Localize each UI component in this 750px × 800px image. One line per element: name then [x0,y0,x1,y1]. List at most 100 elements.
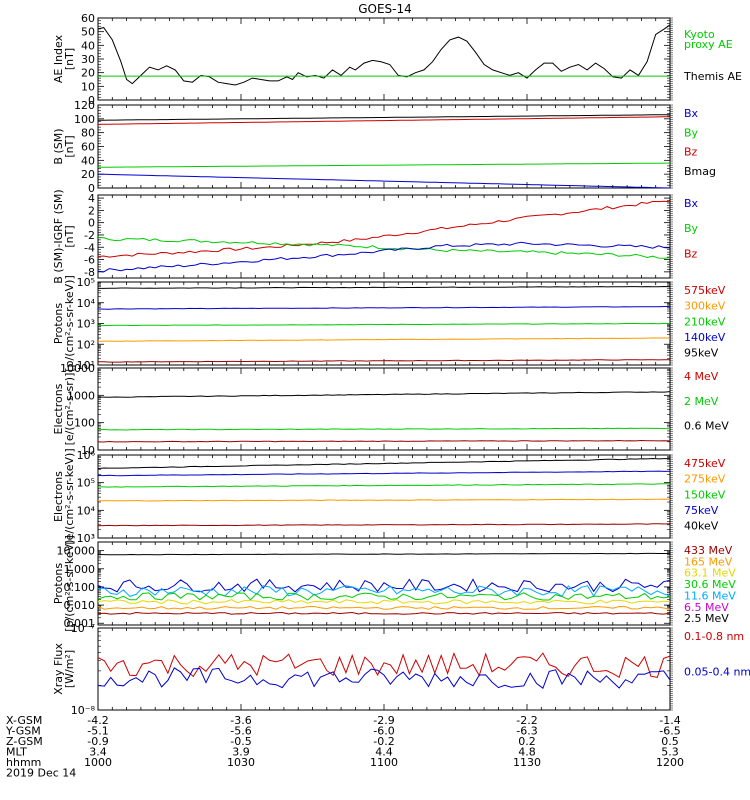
panel-electrons_kev: 10³ 10⁴ 10⁵ 10⁶ Electrons[e/(cm²-s-sr-keV)] 4… [52,448,726,545]
y-axis-label: Protons [52,563,65,604]
y-axis-label: Protons [52,303,65,344]
legend-entry: By [684,126,699,139]
ephemeris-row-label: Z-GSM [6,735,43,748]
series-line-blue [97,241,671,273]
ephemeris-value: -6.0 [373,725,394,738]
legend-entry: 150keV [684,488,726,501]
y-tick-label: 20 [81,67,95,80]
legend-entry: 40keV [684,520,719,533]
series-line-green [97,427,670,431]
y-axis-label: Electrons [52,471,65,522]
y-tick-label: 1000 [67,389,95,402]
legend-entry: 575keV [684,284,726,297]
y-tick-label: 20 [81,168,95,181]
panel-xray: 10⁻⁸ 10⁻⁷ Xray Flux[W/m²] 0.1-0.8 nm 0.05-0.… [52,622,750,717]
y-tick-label: -6 [84,254,95,267]
y-tick-label: 60 [81,12,95,25]
series-line-black [97,24,671,86]
series-line-blue [97,173,671,189]
y-tick-label: -2 [84,229,95,242]
ephemeris-row-label: X-GSM [6,714,42,727]
ephemeris-value: -6.5 [659,725,680,738]
series-line-blue [97,578,671,593]
y-tick-label: 10⁴ [77,297,96,310]
y-axis-label: B (SM) [52,128,65,164]
legend-entry: 6.5 MeV [684,601,729,614]
ephemeris-value: 1200 [656,756,684,769]
legend-entry: 0.05-0.4 nm [684,666,750,679]
series-line-green [98,483,670,488]
ephemeris-value: 0.2 [518,735,536,748]
legend-entry: 300keV [684,300,726,313]
panel-electrons_mev: 10 100 1000 10000 Electrons[e/(cm²-s-sr)] 4 M… [52,362,729,457]
series-line-darkred [97,439,671,443]
y-tick-label: 0.100 [64,581,96,594]
series-line-blue [97,305,671,310]
y-tick-label: -4 [84,241,95,254]
ephemeris-value: -5.6 [230,725,251,738]
ephemeris-value: 3.4 [89,746,107,759]
y-axis-label: [W/m²] [63,650,76,688]
legend-entry: 4 MeV [684,370,719,383]
legend-entry: By [684,222,699,235]
y-tick-label: 10 [81,80,95,93]
series-line-darkred [97,611,671,615]
y-tick-label: 80 [81,127,95,140]
plot-title: GOES-14 [358,2,412,16]
series-line-cyan [97,585,671,597]
y-tick-label: 10¹ [77,359,95,372]
legend-entry: 11.6 MeV [684,589,736,602]
legend-entry: Bmag [684,165,716,178]
y-tick-label: 0.001 [64,617,96,630]
y-tick-label: 0 [88,182,95,195]
legend-entry: 275keV [684,473,726,486]
series-line-red [97,116,670,125]
ephemeris-row-label: MLT [6,746,27,759]
y-tick-label: 10 [81,444,95,457]
ephemeris-date: 2019 Dec 14 [6,767,76,780]
ephemeris-table: X-GSM -4.2 -3.6 -2.9 -2.2 -1.4 Y-GSM -5.1 -5.6 -6… [5,714,684,780]
y-axis-label: [nT] [63,225,76,247]
y-axis-label: Electrons [52,383,65,434]
y-tick-label: 10³ [77,318,95,331]
panel-protons_low: 10¹ 10² 10³ 10⁴ 10⁵ Protons[p/(cm²-s-sr-keV)]… [52,275,726,372]
y-axis-label: [p/(cm²-s-sr-keV)] [63,275,76,372]
ephemeris-value: 0.5 [661,735,679,748]
ephemeris-value: -0.5 [230,735,251,748]
ephemeris-value: -2.9 [373,714,394,727]
ephemeris-value: -5.1 [87,725,108,738]
y-tick-label: 10⁵ [77,276,95,289]
series-line-orange [98,498,671,502]
legend-entry: 0.1-0.8 nm [684,630,744,643]
series-line-green [97,237,671,259]
legend-entry: 2 MeV [684,395,719,408]
series-line-green [97,162,670,168]
legend-entry: Kyoto [684,28,715,41]
y-tick-label: 100 [74,417,95,430]
legend-entry: 210keV [684,315,726,328]
y-tick-label: 10⁻⁷ [71,622,95,635]
legend-entry: proxy AE [684,38,733,51]
ephemeris-row-label: Y-GSM [5,725,41,738]
series-line-black [97,552,671,556]
ephemeris-value: 4.8 [518,746,536,759]
series-line-red [97,651,671,679]
legend-entry: Bx [684,107,699,120]
y-axis-label: [nT] [63,135,76,157]
series-line-orange [97,605,671,610]
y-axis-label: [e/(cm²-s-sr-keV)] [63,448,76,544]
legend-entry: 75keV [684,504,719,517]
legend-entry: Bx [684,197,699,210]
legend-entry: 63.1 MeV [684,567,736,580]
y-tick-label: 10² [77,338,95,351]
y-tick-label: 10000 [60,362,95,375]
ephemeris-value: 1130 [513,756,541,769]
y-tick-label: 60 [81,141,95,154]
legend-entry: 433 MeV [684,544,733,557]
y-tick-label: 120 [74,99,95,112]
y-tick-label: 40 [81,39,95,52]
ephemeris-value: -1.4 [659,714,680,727]
